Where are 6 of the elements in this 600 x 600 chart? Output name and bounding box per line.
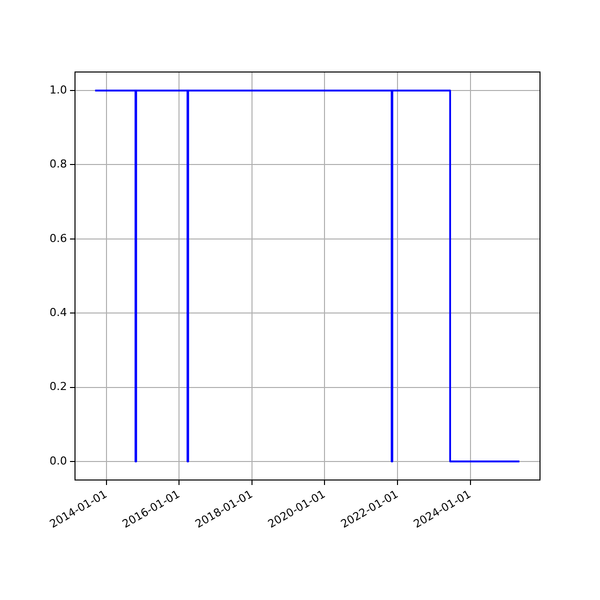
y-tick-label: 0.8 bbox=[50, 158, 67, 171]
y-tick-label: 0.4 bbox=[50, 306, 67, 319]
y-tick-label: 0.6 bbox=[50, 232, 67, 245]
y-tick-label: 0.0 bbox=[50, 454, 67, 468]
y-tick-label: 1.0 bbox=[50, 83, 67, 96]
y-tick-label: 0.2 bbox=[50, 380, 67, 394]
